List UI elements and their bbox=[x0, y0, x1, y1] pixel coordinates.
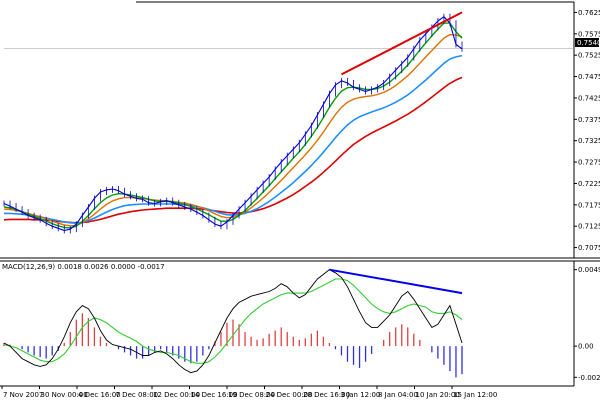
time-tick-label-10: 8 Jan 04:00 bbox=[378, 391, 418, 399]
macd-lines-group bbox=[3, 268, 463, 374]
price-tick-label-9: 0.7175 bbox=[578, 201, 600, 209]
time-tick-label-8: 28 Dec 16:00 bbox=[303, 391, 350, 399]
macd-histogram bbox=[3, 313, 463, 378]
macd-main-line bbox=[3, 269, 463, 374]
price-tick-label-0: 0.7625 bbox=[578, 9, 600, 17]
macd-tick-label-0: 0.0049 bbox=[578, 266, 600, 274]
macd-tick-label-2: -0.002 bbox=[578, 374, 600, 382]
macd-tick-label-1: 0.00 bbox=[578, 343, 594, 351]
price-tick-label-10: 0.7125 bbox=[578, 223, 600, 231]
price-tick-label-7: 0.7275 bbox=[578, 159, 600, 167]
price-tick-label-8: 0.7225 bbox=[578, 180, 600, 188]
price-tick-label-5: 0.7375 bbox=[578, 116, 600, 124]
macd-signal-line bbox=[3, 278, 463, 364]
time-tick-label-6: 19 Dec 08:00 bbox=[228, 391, 275, 399]
time-tick-label-7: 24 Dec 00:00 bbox=[266, 391, 313, 399]
price-trendline bbox=[341, 11, 463, 76]
price-tick-label-4: 0.7425 bbox=[578, 94, 600, 102]
time-tick-label-12: 15 Jan 12:00 bbox=[453, 391, 497, 399]
current-price-label: 0.7540 bbox=[577, 39, 600, 47]
price-tick-label-6: 0.7325 bbox=[578, 137, 600, 145]
price-tick-label-1: 0.7575 bbox=[578, 30, 600, 38]
time-tick-label-1: 30 Nov 00:00 bbox=[41, 391, 88, 399]
time-tick-label-9: 3 Jan 12:00 bbox=[341, 391, 381, 399]
price-y-axis-ticks: 0.7625 0.7575 0.7525 0.7475 0.7425 0.7375 0.73… bbox=[574, 9, 600, 252]
time-tick-label-5: 14 Dec 16:00 bbox=[191, 391, 238, 399]
macd-trendline bbox=[329, 268, 463, 295]
macd-y-axis-ticks: 0.0049 0.00 -0.002 bbox=[574, 266, 600, 382]
price-tick-label-2: 0.7525 bbox=[578, 52, 600, 60]
time-tick-label-0: 7 Nov 2007 bbox=[3, 391, 43, 399]
time-tick-label-11: 10 Jan 20:00 bbox=[416, 391, 460, 399]
time-tick-label-4: 12 Dec 00:00 bbox=[153, 391, 200, 399]
time-tick-label-2: 4 Dec 16:00 bbox=[78, 391, 121, 399]
macd-label: MACD(12,26,9) 0.0018 0.0026 0.0000 -0.00… bbox=[2, 263, 165, 271]
price-tick-label-3: 0.7475 bbox=[578, 73, 600, 81]
price-series-group bbox=[3, 11, 463, 234]
current-price-badge bbox=[575, 38, 599, 47]
time-tick-label-3: 7 Dec 08:00 bbox=[116, 391, 159, 399]
price-tick-label-11: 0.7075 bbox=[578, 244, 600, 252]
